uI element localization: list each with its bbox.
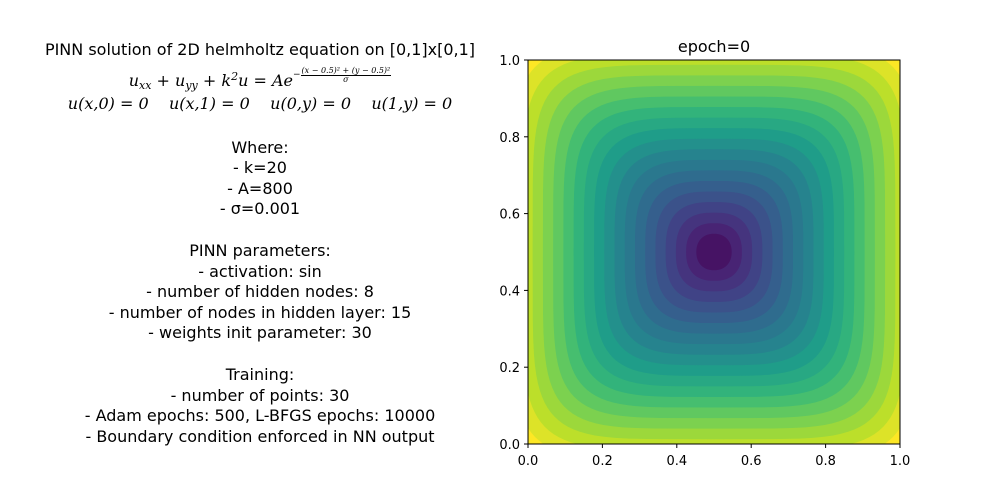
y-axis: 0.0 0.2 0.4 0.6 0.8 1.0: [499, 54, 528, 453]
contour-level: [696, 234, 731, 270]
y-tick-label: 1.0: [499, 54, 520, 69]
chart-title: epoch=0: [678, 37, 750, 56]
x-tick-label: 0.4: [666, 454, 687, 469]
x-tick-label: 0.2: [592, 454, 613, 469]
contour-fill: [512, 44, 916, 461]
y-tick-label: 0.2: [499, 361, 520, 376]
y-tick-label: 0.0: [499, 438, 520, 453]
x-tick-label: 1.0: [890, 454, 911, 469]
y-tick-label: 0.8: [499, 131, 520, 146]
x-tick-label: 0.8: [815, 454, 836, 469]
x-axis: 0.0 0.2 0.4 0.6 0.8 1.0: [518, 444, 911, 469]
y-tick-label: 0.4: [499, 284, 520, 299]
x-tick-label: 0.6: [741, 454, 762, 469]
y-tick-label: 0.6: [499, 208, 520, 223]
x-tick-label: 0.0: [518, 454, 539, 469]
